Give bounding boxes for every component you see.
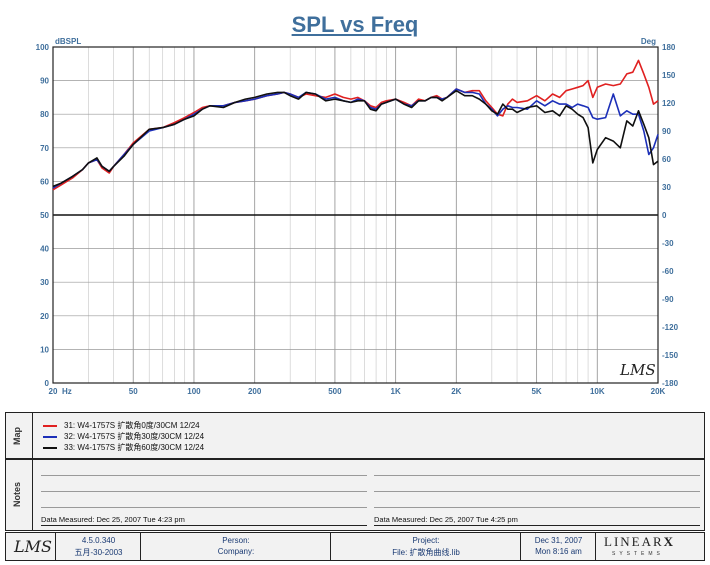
legend-item-33: 33: W4-1757S 扩散角60度/30CM 12/24 xyxy=(64,443,205,452)
y-tick-label-right: 0 xyxy=(662,211,667,220)
project-label: Project: xyxy=(412,536,440,545)
y-axis-label-right: Deg xyxy=(641,37,656,46)
legend-side-label: Map xyxy=(12,427,22,445)
legend-item-31: 31: W4-1757S 扩散角0度/30CM 12/24 xyxy=(64,421,200,430)
footer-person-cell: Person: Company: xyxy=(141,533,331,560)
notes-divider xyxy=(32,460,33,530)
x-tick-label: 5K xyxy=(531,387,541,396)
legend-panel: Map 31: W4-1757S 扩散角0度/30CM 12/24 32: W4… xyxy=(5,412,705,459)
note-line xyxy=(374,507,700,508)
y-tick-label-left: 30 xyxy=(40,278,49,287)
legend-item-32: 32: W4-1757S 扩散角30度/30CM 12/24 xyxy=(64,432,205,441)
linearx-logo: LINEARX xyxy=(604,534,675,550)
report-time: Mon 8:16 am xyxy=(535,547,582,556)
x-tick-label: 500 xyxy=(328,387,342,396)
y-tick-label-right: 30 xyxy=(662,183,671,192)
file-label: File: 扩散角曲线.lib xyxy=(392,548,460,557)
x-tick-label: 20K xyxy=(651,387,666,396)
plot-border xyxy=(52,46,659,384)
note-line xyxy=(374,475,700,476)
y-tick-label-right: -90 xyxy=(662,295,674,304)
footer-brand-cell: LINEARX SYSTEMS xyxy=(596,533,704,560)
footer-project-cell: Project: File: 扩散角曲线.lib xyxy=(331,533,521,560)
version: 4.5.0.340 xyxy=(81,536,116,545)
y-tick-label-left: 10 xyxy=(40,345,49,354)
x-tick-label: 1K xyxy=(391,387,401,396)
note-line xyxy=(41,475,367,476)
series-line-33 xyxy=(52,89,659,188)
notes-side-label: Notes xyxy=(12,482,22,508)
x-tick-label: 100 xyxy=(187,387,201,396)
y-tick-label-right: 150 xyxy=(662,71,676,80)
spl-frequency-chart: 0 10 20 30 40 50 60 70 80 90 100 -180 -150 -120 -90 -60… xyxy=(36,37,679,396)
brand-systems: SYSTEMS xyxy=(612,551,664,557)
lms-watermark: LMS xyxy=(619,361,656,379)
x-tick-label: 50 xyxy=(129,387,138,396)
brand-x: X xyxy=(663,534,676,549)
y-tick-label-left: 100 xyxy=(36,43,50,52)
y-tick-label-left: 0 xyxy=(45,379,50,388)
y-tick-label-left: 70 xyxy=(40,144,49,153)
version-date: 五月-30-2003 xyxy=(74,548,123,557)
data-measured-right: Data Measured: Dec 25, 2007 Tue 4:25 pm xyxy=(374,515,518,524)
note-line xyxy=(374,491,700,492)
y-tick-label-right: 180 xyxy=(662,43,676,52)
y-tick-label-right: 90 xyxy=(662,127,671,136)
note-line xyxy=(41,507,367,508)
y-tick-label-left: 40 xyxy=(40,245,49,254)
lms-logo: LMS xyxy=(14,537,52,556)
legend-swatch-32 xyxy=(43,436,57,438)
x-tick-label: 2K xyxy=(451,387,461,396)
report-date: Dec 31, 2007 xyxy=(534,536,583,545)
x-tick-label: 20 xyxy=(49,387,58,396)
y-axis-label-left: dBSPL xyxy=(55,37,81,46)
y-tick-label-left: 80 xyxy=(40,110,49,119)
brand-linear: LINEAR xyxy=(604,534,664,549)
company-label: Company: xyxy=(217,547,255,556)
footer-version-cell: 4.5.0.340 五月-30-2003 xyxy=(56,533,141,560)
legend-swatch-31 xyxy=(43,425,57,427)
legend-divider xyxy=(32,413,33,458)
x-tick-label: 10K xyxy=(590,387,605,396)
footer-bar: LMS 4.5.0.340 五月-30-2003 Person: Company… xyxy=(5,532,705,561)
chart-title: SPL vs Freq xyxy=(291,12,419,37)
y-tick-label-right: -60 xyxy=(662,267,674,276)
y-tick-label-right: -120 xyxy=(662,323,679,332)
x-axis-label: Hz xyxy=(62,387,72,396)
note-line xyxy=(41,491,367,492)
person-label: Person: xyxy=(222,536,250,545)
notes-panel: Notes Data Measured: Dec 25, 2007 Tue 4:… xyxy=(5,459,705,531)
y-tick-label-right: -180 xyxy=(662,379,679,388)
y-tick-label-right: -30 xyxy=(662,239,674,248)
footer-logo-cell: LMS xyxy=(6,533,56,560)
y-tick-label-left: 90 xyxy=(40,77,49,86)
x-tick-label: 200 xyxy=(248,387,262,396)
legend-swatch-33 xyxy=(43,447,57,449)
note-underline xyxy=(374,525,700,526)
y-tick-label-left: 60 xyxy=(40,177,49,186)
y-tick-label-left: 20 xyxy=(40,312,49,321)
y-tick-label-right: -150 xyxy=(662,351,679,360)
note-underline xyxy=(41,525,367,526)
footer-date-cell: Dec 31, 2007 Mon 8:16 am xyxy=(521,533,596,560)
data-measured-left: Data Measured: Dec 25, 2007 Tue 4:23 pm xyxy=(41,515,185,524)
y-tick-label-right: 120 xyxy=(662,99,676,108)
y-tick-label-left: 50 xyxy=(40,211,49,220)
series-line-31 xyxy=(52,59,659,191)
y-tick-label-right: 60 xyxy=(662,155,671,164)
